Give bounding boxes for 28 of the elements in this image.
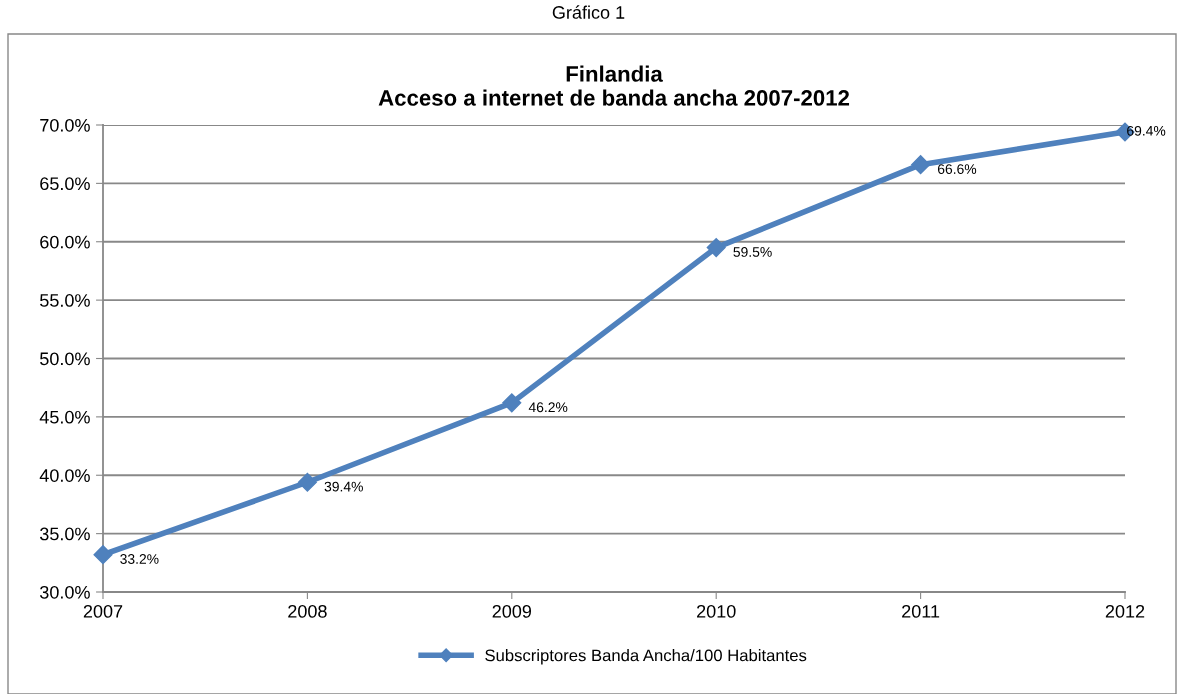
x-tick-label: 2012 [1105, 604, 1145, 618]
y-tick-label: 70.0% [40, 118, 90, 132]
legend-label: Subscriptores Banda Ancha/100 Habitantes [485, 649, 807, 665]
point [502, 393, 522, 413]
data-label: 33.2% [120, 554, 159, 564]
y-tick-label: 55.0% [40, 294, 90, 307]
x-tick-label: 2009 [492, 604, 532, 618]
y-tick-label: 35.0% [40, 527, 90, 541]
text: Gráfico 1 [552, 5, 625, 19]
x-tick-label: 2008 [288, 604, 327, 618]
chart-title: Finlandia Acceso a internet de banda ancha 2007-2012 [378, 65, 850, 106]
y-tick-label: 30.0% [40, 585, 90, 599]
data-label: 59.5% [733, 247, 772, 257]
data-label: 66.6% [937, 164, 977, 174]
data-label: 46.2% [528, 402, 568, 413]
x-tick-label: 2011 [902, 604, 940, 618]
y-tick-label: 60.0% [40, 235, 90, 249]
point [93, 545, 113, 565]
data-label: 39.4% [324, 481, 363, 492]
x-tick-label: 2010 [697, 604, 736, 618]
point [297, 472, 317, 492]
y-tick-label: 50.0% [40, 352, 90, 366]
y-tick-label: 45.0% [39, 410, 90, 424]
x-tick-label: 2007 [83, 604, 123, 618]
y-tick-label: 65.0% [40, 177, 90, 191]
y-tick-label: 40.0% [39, 469, 90, 482]
point [706, 238, 726, 258]
point [911, 155, 931, 175]
